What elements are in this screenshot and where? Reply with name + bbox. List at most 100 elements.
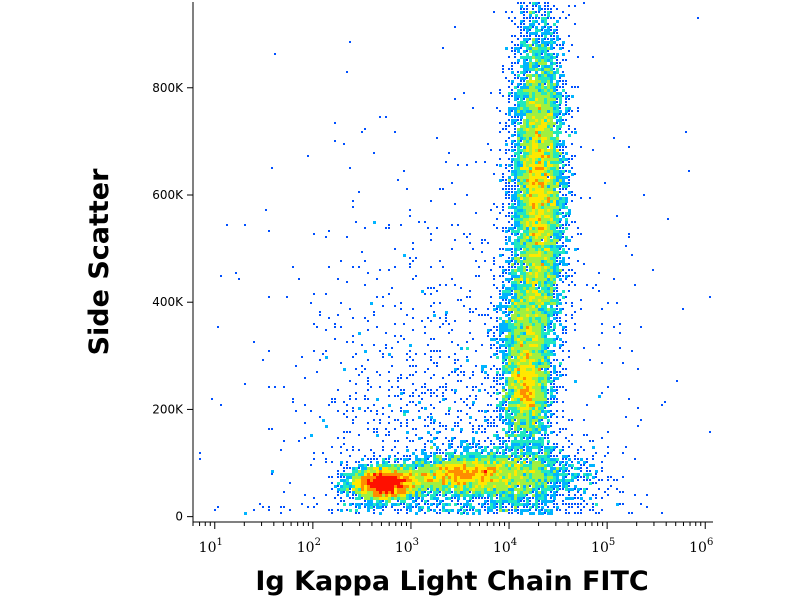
event-dot — [364, 467, 367, 470]
event-dot — [529, 104, 532, 107]
event-dot — [514, 401, 517, 404]
event-dot — [292, 401, 294, 403]
event-dot — [568, 158, 570, 160]
event-dot — [511, 455, 513, 457]
event-dot — [493, 392, 495, 394]
event-dot — [535, 299, 538, 302]
event-dot — [508, 305, 511, 308]
event-dot — [556, 458, 559, 461]
event-dot — [550, 191, 553, 194]
event-dot — [550, 257, 553, 260]
event-dot — [544, 458, 547, 461]
event-dot — [541, 452, 543, 454]
event-dot — [511, 272, 514, 275]
event-dot — [448, 464, 451, 467]
event-dot — [427, 506, 430, 509]
event-dot — [463, 485, 466, 488]
event-dot — [547, 200, 550, 203]
event-dot — [544, 410, 547, 413]
event-dot — [508, 101, 510, 103]
event-dot — [553, 140, 556, 143]
event-dot — [403, 458, 406, 461]
event-dot — [454, 479, 457, 482]
event-dot — [523, 56, 526, 59]
event-dot — [511, 224, 513, 226]
event-dot — [523, 392, 526, 395]
event-dot — [439, 464, 442, 467]
event-dot — [592, 494, 594, 496]
event-dot — [430, 452, 432, 454]
event-dot — [535, 377, 538, 380]
event-dot — [502, 287, 504, 289]
event-dot — [502, 173, 504, 175]
event-dot — [499, 470, 502, 473]
event-dot — [400, 389, 402, 391]
event-dot — [508, 215, 510, 217]
event-dot — [493, 173, 495, 175]
event-dot — [346, 449, 348, 451]
event-dot — [535, 470, 538, 473]
event-dot — [559, 143, 562, 146]
event-dot — [520, 296, 523, 299]
event-dot — [514, 500, 517, 503]
event-dot — [523, 101, 526, 104]
event-dot — [541, 140, 544, 143]
event-dot — [397, 395, 399, 397]
event-dot — [499, 368, 501, 370]
event-dot — [553, 377, 556, 380]
event-dot — [565, 92, 567, 94]
event-dot — [583, 263, 585, 265]
event-dot — [421, 452, 424, 455]
event-dot — [529, 86, 532, 89]
event-dot — [565, 224, 567, 226]
event-dot — [496, 461, 499, 464]
event-dot — [493, 11, 495, 13]
event-dot — [325, 356, 328, 359]
event-dot — [526, 212, 529, 215]
event-dot — [352, 476, 355, 479]
event-dot — [361, 458, 364, 461]
event-dot — [508, 131, 510, 133]
event-dot — [343, 368, 346, 371]
event-dot — [499, 317, 502, 320]
event-dot — [517, 404, 520, 407]
event-dot — [529, 131, 532, 134]
event-dot — [541, 341, 544, 344]
event-dot — [505, 470, 508, 473]
event-dot — [532, 440, 535, 443]
event-dot — [517, 476, 520, 479]
event-dot — [412, 260, 414, 262]
event-dot — [499, 158, 501, 160]
event-dot — [406, 437, 408, 439]
event-dot — [511, 80, 514, 83]
event-dot — [538, 65, 540, 67]
event-dot — [520, 332, 523, 335]
event-dot — [517, 296, 520, 299]
event-dot — [547, 272, 550, 275]
event-dot — [544, 125, 547, 128]
event-dot — [466, 296, 468, 298]
event-dot — [544, 344, 547, 347]
event-dot — [400, 488, 403, 491]
event-dot — [520, 377, 523, 380]
event-dot — [520, 431, 523, 434]
event-dot — [382, 470, 385, 473]
event-dot — [559, 251, 562, 254]
event-dot — [523, 122, 526, 125]
event-dot — [427, 425, 429, 427]
event-dot — [559, 86, 561, 88]
event-dot — [541, 122, 544, 125]
event-dot — [526, 272, 529, 275]
event-dot — [463, 233, 465, 235]
event-dot — [517, 104, 520, 107]
event-dot — [568, 446, 570, 448]
event-dot — [451, 470, 454, 473]
event-dot — [373, 485, 376, 488]
event-dot — [562, 194, 564, 196]
event-dot — [505, 302, 507, 304]
event-dot — [541, 191, 544, 194]
event-dot — [517, 173, 520, 176]
event-dot — [493, 476, 496, 479]
event-dot — [562, 494, 564, 496]
event-dot — [565, 368, 567, 370]
